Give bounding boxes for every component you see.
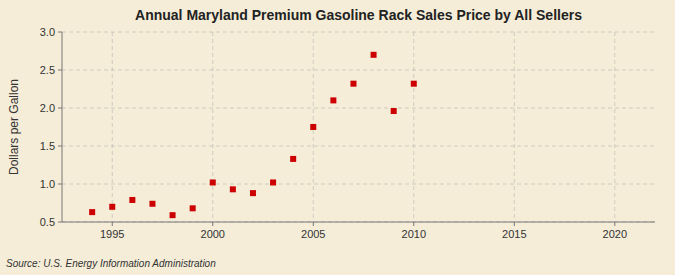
point <box>89 209 95 215</box>
point <box>270 179 276 185</box>
point <box>290 156 296 162</box>
ticks: 1995 2000 2005 2010 2015 2020 0.5 1.0 1.5 2.0 2.5 3… <box>40 26 627 240</box>
title: Annual Maryland Premium Gasoline Rack Sa… <box>135 7 582 23</box>
y-tick-label: 2.5 <box>40 64 55 76</box>
point <box>109 204 115 210</box>
y-tick <box>58 222 62 223</box>
x-tick <box>212 222 213 226</box>
x-tick-label: 1995 <box>100 228 124 240</box>
x-tick-label: 2000 <box>201 228 225 240</box>
x-tick <box>514 222 515 226</box>
point <box>391 108 397 114</box>
y-tick <box>58 184 62 185</box>
x-tick-label: 2010 <box>402 228 426 240</box>
grid-line <box>112 32 113 222</box>
y-tick <box>58 146 62 147</box>
source-note: Source: U.S. Energy Information Administ… <box>6 258 216 269</box>
y-tick-label: 3.0 <box>40 26 55 38</box>
grid-line <box>62 108 655 109</box>
point <box>250 190 256 196</box>
y-tick <box>58 32 62 33</box>
grid-line <box>413 32 414 222</box>
point <box>190 205 196 211</box>
point <box>350 81 356 87</box>
grid-line <box>62 222 655 223</box>
grid-line <box>212 32 213 222</box>
y-tick-label: 1.0 <box>40 178 55 190</box>
x-axis <box>62 222 655 223</box>
chart: 1995 2000 2005 2010 2015 2020 0.5 1.0 1.5 2.0 2.5 3… <box>0 0 675 275</box>
grid-line <box>62 70 655 71</box>
y-tick <box>58 70 62 71</box>
y-axis-label: Dollars per Gallon <box>7 79 21 175</box>
y-tick-label: 0.5 <box>40 216 55 228</box>
y-tick-label: 1.5 <box>40 140 55 152</box>
x-tick <box>313 222 314 226</box>
x-tick <box>413 222 414 226</box>
x-tick-label: 2015 <box>502 228 526 240</box>
point <box>411 81 417 87</box>
grid <box>62 32 655 222</box>
point <box>230 186 236 192</box>
y-tick-label: 2.0 <box>40 102 55 114</box>
x-tick <box>614 222 615 226</box>
x-tick-label: 2005 <box>301 228 325 240</box>
grid-line <box>614 32 615 222</box>
grid-line <box>62 184 655 185</box>
x-tick <box>112 222 113 226</box>
point <box>170 212 176 218</box>
y-tick <box>58 108 62 109</box>
background <box>0 0 675 275</box>
grid-line <box>62 146 655 147</box>
grid-line <box>62 32 655 33</box>
point <box>371 52 377 58</box>
point <box>310 124 316 130</box>
x-tick-label: 2020 <box>603 228 627 240</box>
point <box>330 97 336 103</box>
point <box>210 179 216 185</box>
point <box>149 201 155 207</box>
y-axis <box>62 32 63 222</box>
points <box>89 52 417 218</box>
point <box>129 197 135 203</box>
grid-line <box>514 32 515 222</box>
